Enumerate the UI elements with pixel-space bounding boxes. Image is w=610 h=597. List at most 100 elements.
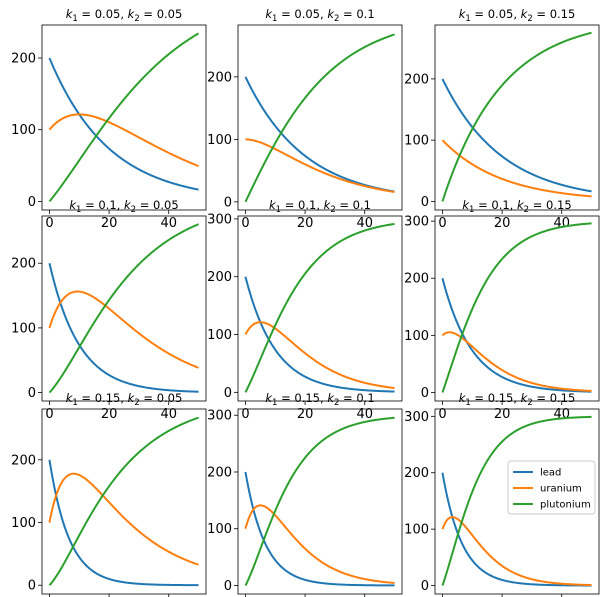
series-line-uranium bbox=[245, 138, 395, 194]
x-tick-label: 0 bbox=[241, 216, 249, 231]
axes-frame bbox=[237, 215, 403, 402]
series-line-plutonium bbox=[48, 416, 199, 586]
series-line-uranium bbox=[244, 321, 395, 390]
x-tick-label: 20 bbox=[101, 407, 118, 422]
x-tick-label: 0 bbox=[438, 407, 446, 422]
series-line-lead bbox=[48, 57, 199, 191]
legend-box bbox=[507, 460, 596, 515]
y-tick-label: 100 bbox=[404, 134, 429, 149]
y-tick-label: 100 bbox=[404, 329, 429, 344]
series-line-plutonium bbox=[441, 415, 592, 586]
series-line-uranium bbox=[244, 504, 395, 584]
y-tick-label: 100 bbox=[11, 516, 36, 531]
series-line-lead bbox=[441, 472, 592, 587]
y-tick-label: 0 bbox=[421, 579, 429, 594]
axes-frame bbox=[237, 408, 403, 595]
series-line-lead bbox=[441, 78, 592, 193]
y-tick-label: 200 bbox=[207, 465, 232, 480]
series-line-uranium bbox=[441, 516, 592, 587]
y-tick-label: 200 bbox=[404, 72, 429, 87]
y-tick-label: 300 bbox=[207, 409, 232, 424]
y-tick-label: 100 bbox=[11, 321, 36, 336]
legend: lead uranium plutonium bbox=[507, 460, 596, 515]
axes-frame bbox=[434, 215, 600, 402]
y-tick-label: 100 bbox=[207, 328, 232, 343]
x-tick-label: 40 bbox=[160, 407, 177, 422]
subplot-title: k1 = 0.15, k2 = 0.15 bbox=[459, 391, 576, 408]
y-tick-label: 100 bbox=[11, 123, 36, 138]
x-tick-label: 40 bbox=[356, 407, 373, 422]
y-tick-label: 0 bbox=[224, 195, 232, 210]
y-tick-label: 200 bbox=[207, 70, 232, 85]
series-line-uranium bbox=[48, 290, 199, 369]
series-line-lead bbox=[244, 76, 395, 193]
series-line-uranium bbox=[441, 331, 592, 392]
subplot-title: k1 = 0.15, k2 = 0.1 bbox=[265, 391, 374, 408]
y-tick-label: 0 bbox=[28, 386, 36, 401]
y-tick-label: 200 bbox=[11, 257, 36, 272]
x-tick-label: 0 bbox=[438, 216, 446, 231]
x-tick-label: 20 bbox=[494, 216, 511, 231]
y-tick-label: 0 bbox=[421, 195, 429, 210]
x-tick-label: 0 bbox=[45, 407, 53, 422]
subplot-8: 0 20 40 0 100 200 300 k1 = 0.15, k2 = 0.1 bbox=[207, 391, 403, 597]
x-tick-label: 20 bbox=[297, 216, 314, 231]
x-tick-label: 20 bbox=[297, 407, 314, 422]
y-tick-label: 100 bbox=[404, 523, 429, 538]
subplot-1: 0 20 40 0 100 200 k1 = 0.05, k2 = 0.05 bbox=[11, 7, 207, 231]
y-tick-label: 0 bbox=[224, 579, 232, 594]
series-line-lead bbox=[48, 262, 199, 393]
series-line-lead bbox=[244, 471, 395, 587]
axes-frame bbox=[41, 215, 207, 402]
legend-label-plutonium: plutonium bbox=[540, 500, 591, 511]
axes-frame bbox=[41, 24, 207, 211]
subplot-title: k1 = 0.05, k2 = 0.1 bbox=[265, 7, 374, 24]
subplot-title: k1 = 0.1, k2 = 0.05 bbox=[69, 198, 178, 215]
y-tick-label: 300 bbox=[404, 215, 429, 230]
x-tick-label: 40 bbox=[356, 216, 373, 231]
series-line-plutonium bbox=[441, 31, 592, 202]
x-tick-label: 20 bbox=[101, 216, 118, 231]
legend-label-lead: lead bbox=[540, 468, 561, 479]
x-tick-label: 0 bbox=[241, 407, 249, 422]
y-tick-label: 200 bbox=[404, 466, 429, 481]
y-tick-label: 100 bbox=[207, 133, 232, 148]
subplot-title: k1 = 0.05, k2 = 0.05 bbox=[66, 7, 183, 24]
y-tick-label: 200 bbox=[11, 453, 36, 468]
series-line-lead bbox=[48, 459, 199, 587]
subplot-title: k1 = 0.1, k2 = 0.1 bbox=[269, 198, 371, 215]
y-tick-label: 0 bbox=[28, 579, 36, 594]
y-tick-label: 300 bbox=[207, 212, 232, 227]
subplot-title: k1 = 0.1, k2 = 0.15 bbox=[462, 198, 571, 215]
y-tick-label: 200 bbox=[207, 270, 232, 285]
axes-frame bbox=[237, 24, 403, 211]
series-line-uranium bbox=[441, 139, 592, 198]
y-tick-label: 200 bbox=[404, 272, 429, 287]
series-line-plutonium bbox=[441, 222, 592, 393]
subplot-2: 0 20 40 0 100 200 k1 = 0.05, k2 = 0.1 bbox=[207, 7, 403, 231]
axes-frame bbox=[434, 24, 600, 211]
y-tick-label: 0 bbox=[224, 386, 232, 401]
series-line-plutonium bbox=[244, 416, 395, 586]
axes-frame bbox=[434, 408, 600, 595]
y-tick-label: 100 bbox=[207, 522, 232, 537]
series-line-plutonium bbox=[48, 223, 199, 394]
y-tick-label: 0 bbox=[421, 386, 429, 401]
legend-label-uranium: uranium bbox=[540, 484, 582, 495]
series-line-uranium bbox=[48, 113, 199, 168]
x-tick-label: 20 bbox=[494, 407, 511, 422]
series-line-lead bbox=[244, 276, 395, 393]
series-line-plutonium bbox=[244, 33, 395, 203]
subplot-title: k1 = 0.05, k2 = 0.15 bbox=[459, 7, 576, 24]
axes-frame bbox=[41, 408, 207, 595]
series-line-lead bbox=[441, 277, 592, 393]
series-line-uranium bbox=[48, 472, 199, 566]
subplot-7: 0 20 40 0 100 200 k1 = 0.15, k2 = 0.05 bbox=[11, 391, 207, 597]
y-tick-label: 300 bbox=[404, 410, 429, 425]
y-tick-label: 0 bbox=[28, 195, 36, 210]
